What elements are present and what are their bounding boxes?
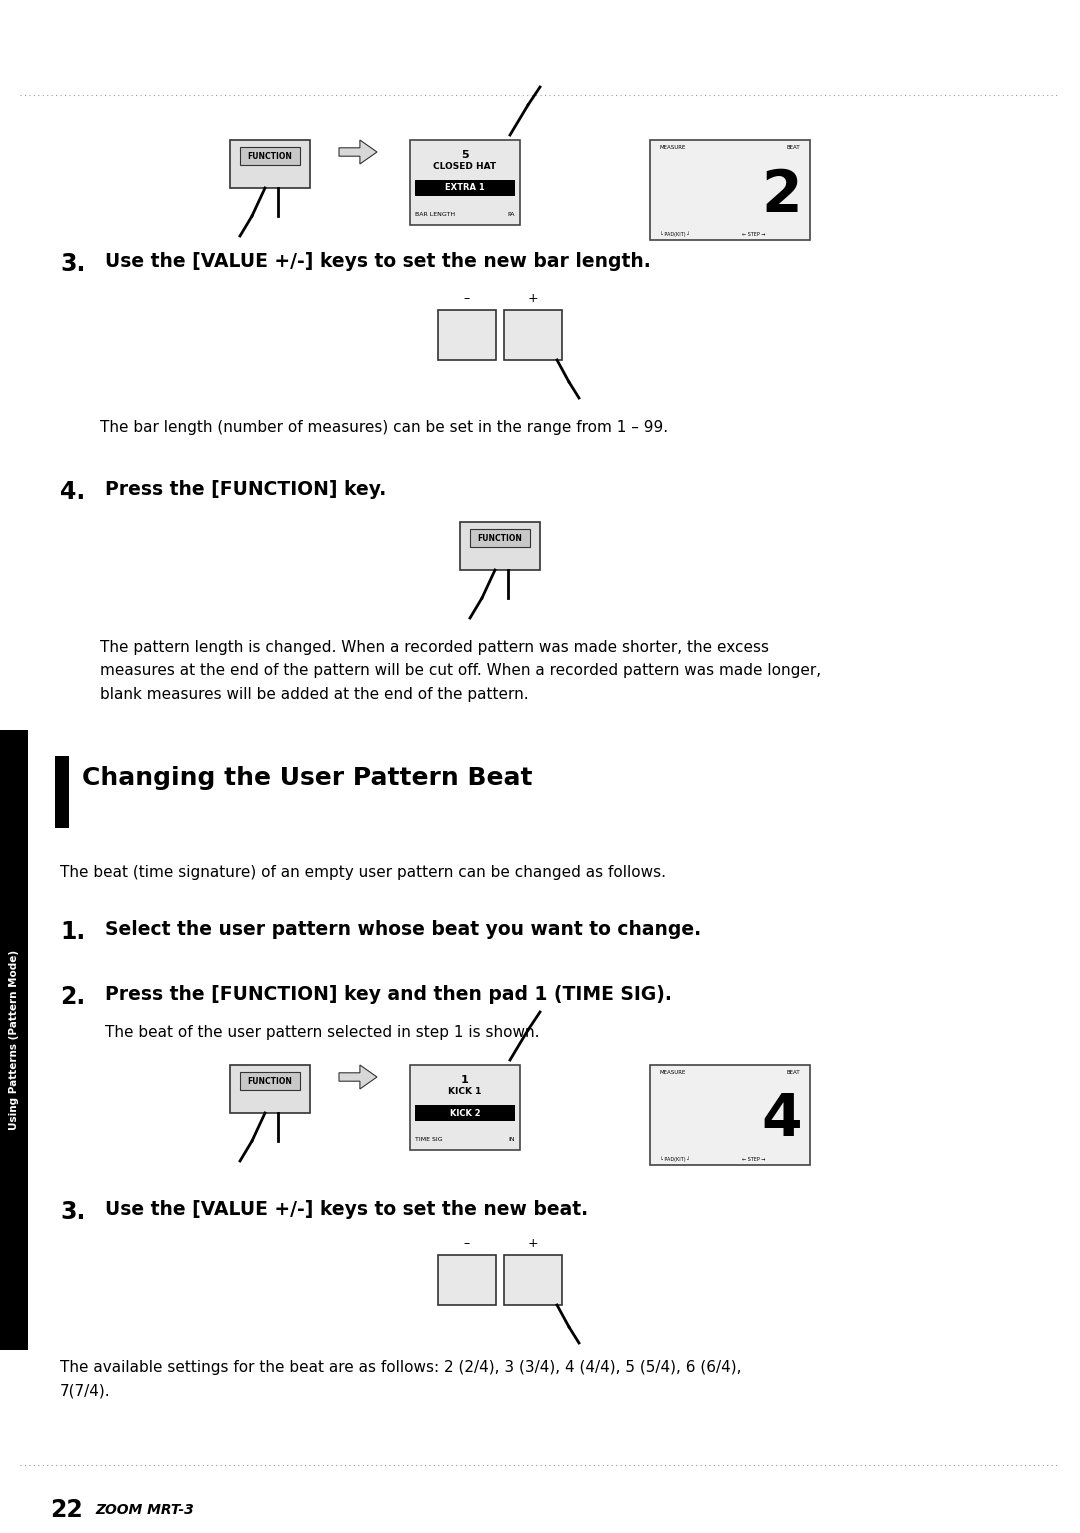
Text: BEAT: BEAT [786,1070,800,1075]
Text: The bar length (number of measures) can be set in the range from 1 – 99.: The bar length (number of measures) can … [100,420,669,435]
Bar [240,1072,300,1090]
Text: Press the [FUNCTION] key and then pad 1 (TIME SIG).: Press the [FUNCTION] key and then pad 1 … [105,986,672,1004]
Text: ← STEP →: ← STEP → [742,1157,766,1162]
Bar [55,756,69,828]
Text: +: + [528,1237,538,1249]
Bar [438,1256,496,1305]
Text: FUNCTION: FUNCTION [477,533,523,543]
Bar [650,1065,810,1165]
Text: 4.: 4. [60,480,85,504]
Text: EXTRA 1: EXTRA 1 [445,184,485,193]
Text: 1: 1 [461,1075,469,1085]
Bar [504,1256,562,1305]
Text: 22: 22 [50,1498,83,1522]
Bar [504,310,562,360]
Text: Use the [VALUE +/-] keys to set the new bar length.: Use the [VALUE +/-] keys to set the new … [105,251,651,271]
Bar [230,1065,310,1113]
Text: 3.: 3. [60,1200,85,1223]
Text: –: – [464,291,470,305]
Text: 3.: 3. [60,251,85,276]
Text: Press the [FUNCTION] key.: Press the [FUNCTION] key. [105,480,387,500]
Text: 1.: 1. [60,920,85,944]
Text: └ PAD(KIT) ┘: └ PAD(KIT) ┘ [660,1156,690,1162]
Bar [0,730,28,1351]
FancyArrow shape [339,140,377,164]
Text: –: – [464,1237,470,1249]
Text: IN: IN [509,1137,515,1142]
Text: BEAT: BEAT [786,146,800,150]
Text: FUNCTION: FUNCTION [247,152,293,161]
Bar [410,140,519,225]
Text: The beat of the user pattern selected in step 1 is shown.: The beat of the user pattern selected in… [105,1026,540,1039]
Text: PA: PA [508,212,515,218]
Text: Using Patterns (Pattern Mode): Using Patterns (Pattern Mode) [9,950,19,1130]
Bar [240,147,300,166]
Bar [230,140,310,189]
Bar [460,523,540,570]
Bar [410,1065,519,1150]
Text: BAR LENGTH: BAR LENGTH [415,212,455,218]
Text: Select the user pattern whose beat you want to change.: Select the user pattern whose beat you w… [105,920,701,940]
Text: 4: 4 [761,1091,802,1148]
Text: The pattern length is changed. When a recorded pattern was made shorter, the exc: The pattern length is changed. When a re… [100,639,821,702]
Text: FUNCTION: FUNCTION [247,1076,293,1085]
Text: └ PAD(KIT) ┘: └ PAD(KIT) ┘ [660,231,690,238]
Text: 2: 2 [761,167,802,224]
Text: TIME SIG: TIME SIG [415,1137,443,1142]
Bar [415,1105,515,1121]
FancyArrow shape [339,1065,377,1088]
Bar [650,140,810,241]
Text: 2.: 2. [60,986,85,1009]
Text: ZOOM MRT-3: ZOOM MRT-3 [95,1502,193,1518]
Text: MEASURE: MEASURE [660,1070,687,1075]
Text: CLOSED HAT: CLOSED HAT [433,162,497,172]
Text: The available settings for the beat are as follows: 2 (2/4), 3 (3/4), 4 (4/4), 5: The available settings for the beat are … [60,1360,742,1398]
Bar [438,310,496,360]
Bar [415,179,515,196]
Bar [470,529,530,547]
Text: MEASURE: MEASURE [660,146,687,150]
Text: +: + [528,291,538,305]
Text: KICK 2: KICK 2 [449,1108,481,1118]
Text: Changing the User Pattern Beat: Changing the User Pattern Beat [82,766,532,789]
Text: ← STEP →: ← STEP → [742,231,766,238]
Text: Use the [VALUE +/-] keys to set the new beat.: Use the [VALUE +/-] keys to set the new … [105,1200,589,1219]
Text: 5: 5 [461,150,469,159]
Text: The beat (time signature) of an empty user pattern can be changed as follows.: The beat (time signature) of an empty us… [60,865,666,880]
Text: KICK 1: KICK 1 [448,1087,482,1096]
